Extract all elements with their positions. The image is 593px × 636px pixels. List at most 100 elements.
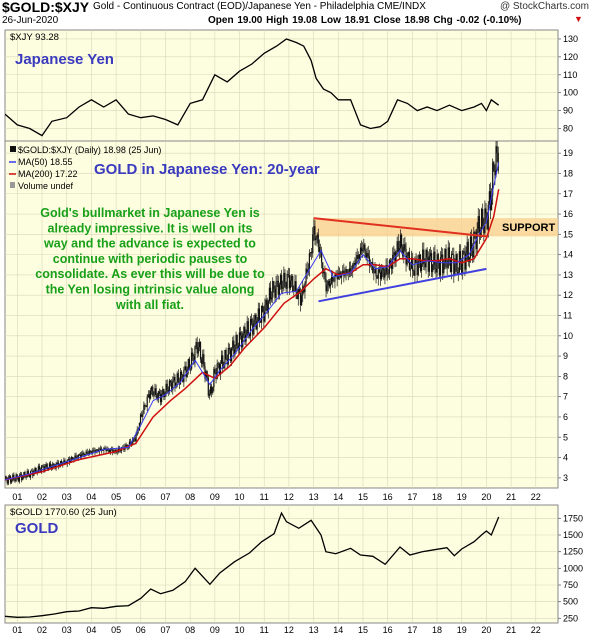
candle-body	[31, 470, 33, 472]
candle-body	[326, 285, 328, 292]
annotation-line: Gold's bullmarket in Japanese Yen is	[40, 206, 260, 220]
candle-body	[255, 314, 257, 330]
candle-body	[118, 448, 121, 450]
middle-x-label: 20	[481, 492, 491, 502]
middle-x-label: 05	[111, 492, 121, 502]
candle-body	[357, 255, 359, 259]
candle-body	[181, 371, 183, 375]
candle-body	[396, 241, 398, 252]
candle-body	[361, 247, 363, 252]
candle-body	[179, 371, 182, 385]
bottom-x-label: 17	[407, 625, 417, 635]
candle-body	[191, 352, 193, 369]
candle-body	[424, 263, 426, 268]
bottom-x-label: 19	[457, 625, 467, 635]
candle-body	[92, 450, 94, 453]
candle-body	[214, 369, 216, 373]
candle-body	[173, 377, 175, 381]
candle-body	[133, 438, 135, 439]
candle-body	[296, 292, 298, 300]
candle-body	[194, 346, 196, 363]
candle-body	[169, 380, 172, 383]
candle-body	[289, 280, 292, 289]
candle-body	[295, 281, 297, 293]
candle-body	[231, 348, 233, 362]
candle-body	[66, 460, 68, 465]
candle-body	[251, 318, 253, 324]
candle-body	[83, 452, 85, 456]
bottom-x-label: 06	[136, 625, 146, 635]
yen-panel-title: Japanese Yen	[15, 51, 114, 68]
candle-body	[243, 326, 245, 334]
candle-body	[114, 449, 116, 452]
bottom-x-label: 05	[111, 625, 121, 635]
candle-body	[378, 269, 380, 273]
candle-body	[34, 467, 36, 472]
candle-body	[342, 270, 344, 274]
candle-body	[175, 382, 177, 388]
gold-legend: $GOLD 1770.60 (25 Jun)	[10, 507, 117, 518]
ma200-line	[5, 189, 500, 481]
candle-body	[209, 386, 212, 394]
candle-body	[131, 443, 133, 445]
candle-body	[268, 287, 271, 302]
candle-body	[262, 305, 264, 312]
gold-yen-tick-label: 11	[563, 311, 572, 321]
x-axis-bottom: 01 02 03 04 05 06 07 08 09 10 11 12 13 14 15 16 17 18 19 20…	[12, 625, 540, 635]
candle-body	[345, 269, 347, 274]
candle-body	[85, 451, 87, 455]
middle-x-label: 16	[383, 492, 393, 502]
candle-body	[271, 297, 273, 300]
candle-body	[197, 347, 199, 354]
candle-body	[455, 254, 457, 265]
candle-body	[435, 269, 437, 273]
candle-body	[372, 262, 374, 273]
candle-body	[442, 254, 444, 274]
candle-body	[141, 414, 143, 417]
candle-body	[134, 438, 136, 442]
candle-body	[64, 460, 66, 462]
candle-body	[486, 213, 488, 230]
candle-body	[74, 455, 76, 460]
bottom-x-label: 01	[12, 625, 22, 635]
candle-body	[199, 341, 202, 360]
candle-body	[399, 234, 402, 249]
candle-body	[216, 363, 218, 379]
candle-body	[276, 280, 278, 282]
candle-body	[437, 254, 439, 263]
candle-body	[496, 146, 498, 153]
candle-body	[338, 272, 340, 274]
candle-body	[172, 380, 174, 391]
gold-yen-tick-label: 5	[563, 432, 568, 442]
copyright-link[interactable]: @ StockCharts.com	[499, 1, 589, 12]
candle-body	[308, 253, 310, 270]
support-trendline	[318, 267, 487, 303]
candle-body	[177, 373, 179, 383]
chart-date: 26-Jun-2020	[2, 15, 59, 26]
candle-body	[241, 335, 243, 348]
candle-body	[466, 241, 468, 254]
candle-body	[406, 255, 408, 265]
gold-panel-bg	[4, 504, 559, 624]
candle-body	[371, 262, 373, 263]
x-axis-middle: 01 02 03 04 05 06 07 08 09 10 11 12 13 14 15 16 17 18 19 20…	[12, 492, 540, 502]
candle-body	[165, 383, 167, 394]
candle-body	[480, 208, 483, 231]
candle-body	[168, 380, 171, 393]
candle-body	[228, 347, 231, 350]
candle-body	[143, 404, 145, 415]
gold-tick-label: 500	[563, 597, 578, 607]
candle-body	[367, 253, 369, 257]
candle-body	[65, 461, 67, 465]
candle-body	[244, 326, 246, 342]
candle-body	[402, 247, 404, 257]
middle-x-label: 02	[37, 492, 47, 502]
candle-body	[23, 472, 25, 477]
candle-body	[411, 257, 413, 269]
candle-body	[112, 449, 114, 453]
candle-body	[463, 251, 465, 252]
candle-body	[281, 275, 283, 289]
candle-body	[391, 264, 393, 269]
candle-body	[6, 478, 8, 484]
candle-body	[88, 450, 91, 454]
